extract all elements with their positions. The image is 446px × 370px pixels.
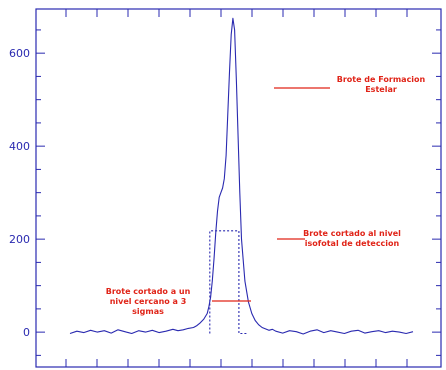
plot-frame xyxy=(35,8,442,368)
annotation-text: Brote cortado a un xyxy=(106,287,191,296)
series-lines xyxy=(69,17,414,335)
y-tick-label: 200 xyxy=(9,233,30,246)
y-tick-label: 600 xyxy=(9,47,30,60)
profile-line xyxy=(69,17,414,335)
annotation-text: nivel cercano a 3 xyxy=(110,297,187,306)
y-axis-tick-labels: 0 200 400 600 xyxy=(9,47,30,339)
cut-region-line xyxy=(209,230,249,335)
y-tick-label: 0 xyxy=(23,326,30,339)
x-axis-ticks xyxy=(65,9,408,367)
annotation-text: sigmas xyxy=(132,307,164,316)
annotation-pointers xyxy=(212,87,330,302)
y-axis-ticks xyxy=(36,29,441,356)
annotation-text: isofotal de deteccion xyxy=(305,239,400,248)
y-tick-label: 400 xyxy=(9,140,30,153)
annotation-text: Brote de Formacion xyxy=(337,75,426,84)
annotation-text: Brote cortado al nivel xyxy=(303,229,401,238)
annotation-text: Estelar xyxy=(365,85,397,94)
